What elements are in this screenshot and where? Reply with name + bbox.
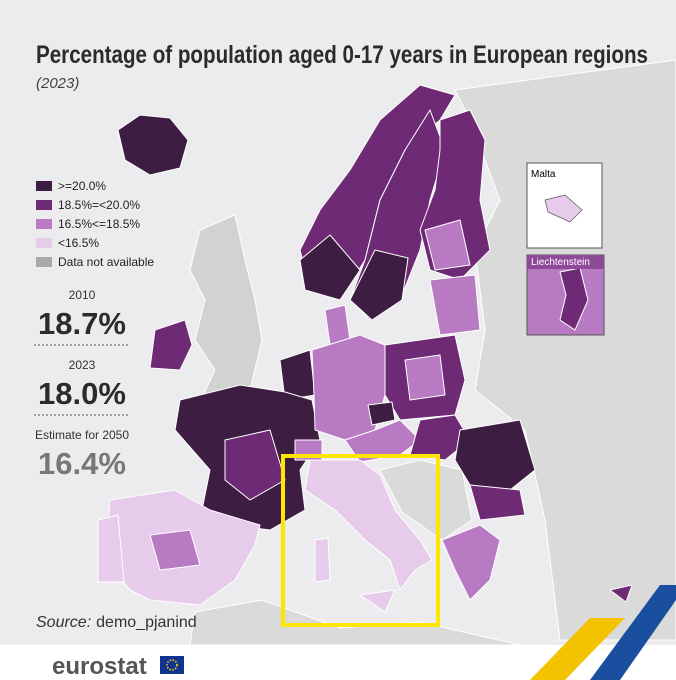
region-italy (304, 459, 433, 591)
logo-text: eurostat (52, 653, 147, 680)
region-romania (454, 419, 536, 491)
legend-swatch (36, 257, 52, 267)
non-eu-land (379, 459, 473, 541)
title: Percentage of population aged 0-17 years… (36, 41, 648, 69)
source-text: demo_pjanind (96, 614, 197, 631)
region-cyprus (609, 584, 633, 603)
highlight-box (281, 454, 440, 627)
inset-liechtenstein: Liechtenstein (526, 254, 605, 336)
legend-label: >=20.0% (58, 179, 106, 193)
inset-label-bg (527, 255, 604, 269)
region-finland-south (424, 219, 471, 271)
region-ireland (149, 319, 193, 371)
legend-swatch (36, 181, 52, 191)
decoration (530, 618, 625, 680)
region-spain-patch (149, 529, 201, 571)
stats: 2010 18.7% 2023 18.0% Estimate for 2050 16.4% (34, 288, 130, 481)
region-baltics (429, 274, 481, 336)
region-greece (441, 524, 501, 601)
legend-label: Data not available (58, 255, 154, 269)
legend-label: <16.5% (58, 236, 99, 250)
stat-value: 18.7% (38, 306, 126, 341)
stat-label: Estimate for 2050 (35, 428, 129, 442)
inset-malta: Malta (526, 162, 603, 249)
legend-swatch (36, 200, 52, 210)
region-france-centre (224, 429, 286, 501)
eu-stars (166, 659, 178, 671)
region-sweden-south (349, 249, 409, 321)
stat-value: 16.4% (38, 446, 126, 481)
region-norway-south (299, 234, 361, 301)
stat-value: 18.0% (38, 376, 126, 411)
region-poland-patch (404, 354, 446, 401)
inset-label: Malta (531, 169, 556, 180)
source: Source: demo_pjanind (36, 614, 197, 631)
subtitle: (2023) (36, 75, 79, 92)
source-prefix: Source: (36, 614, 91, 631)
inset-label: Liechtenstein (531, 257, 590, 268)
map (97, 59, 676, 646)
non-eu-land (454, 59, 676, 641)
legend: >=20.0% 18.5%=<20.0% 16.5%<=18.5% <16.5% Dat… (36, 179, 154, 269)
region-sardinia (314, 537, 331, 583)
region-bulgaria (469, 484, 526, 521)
legend-swatch (36, 238, 52, 248)
stat-label: 2023 (69, 358, 96, 372)
legend-label: 18.5%=<20.0% (58, 198, 140, 212)
eu-flag (160, 656, 184, 674)
stat-label: 2010 (69, 288, 96, 302)
legend-label: 16.5%<=18.5% (58, 217, 140, 231)
decoration (590, 585, 676, 680)
legend-swatch (36, 219, 52, 229)
region-czechia (367, 401, 396, 426)
region-portugal (97, 514, 125, 583)
inset-shape (544, 194, 583, 223)
region-sicily (359, 589, 396, 613)
region-iceland (117, 114, 189, 176)
